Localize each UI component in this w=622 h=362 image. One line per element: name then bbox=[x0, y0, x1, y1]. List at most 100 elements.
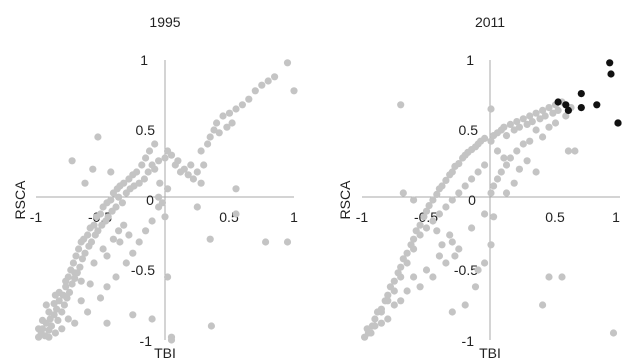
data-point bbox=[532, 168, 540, 176]
data-point bbox=[502, 189, 511, 197]
data-point bbox=[77, 277, 85, 285]
data-point bbox=[371, 315, 379, 323]
data-point bbox=[410, 245, 418, 253]
data-point bbox=[71, 269, 79, 277]
data-point bbox=[120, 179, 128, 187]
data-point bbox=[87, 238, 96, 246]
data-point bbox=[429, 196, 437, 204]
data-point bbox=[264, 77, 272, 85]
data-point bbox=[206, 235, 214, 243]
data-point bbox=[133, 168, 141, 176]
data-point bbox=[155, 157, 163, 165]
data-point bbox=[446, 231, 454, 239]
data-point bbox=[377, 319, 385, 327]
data-point bbox=[474, 168, 482, 176]
data-point bbox=[451, 252, 459, 260]
data-point bbox=[609, 329, 618, 337]
data-point bbox=[155, 193, 163, 201]
data-point bbox=[448, 238, 456, 246]
data-point bbox=[69, 259, 77, 267]
data-point bbox=[120, 221, 128, 229]
data-point bbox=[487, 137, 495, 145]
data-point bbox=[455, 160, 463, 168]
data-point bbox=[519, 115, 527, 123]
data-point bbox=[103, 283, 111, 291]
data-point bbox=[422, 207, 431, 215]
data-point bbox=[532, 109, 540, 117]
x-tick-label: 0.5 bbox=[545, 209, 565, 225]
data-point bbox=[107, 196, 115, 204]
x-axis-label: TBI bbox=[154, 345, 176, 361]
data-point bbox=[164, 185, 172, 193]
data-point bbox=[523, 157, 531, 165]
data-point bbox=[554, 106, 562, 114]
data-point bbox=[72, 252, 80, 260]
data-point bbox=[551, 119, 560, 127]
data-point bbox=[515, 165, 524, 173]
data-point bbox=[429, 273, 437, 281]
data-point bbox=[145, 147, 154, 155]
scatter-points bbox=[361, 59, 622, 341]
data-point bbox=[144, 168, 152, 176]
data-point bbox=[129, 249, 137, 257]
data-point bbox=[442, 176, 450, 184]
data-point bbox=[184, 171, 192, 179]
data-point bbox=[442, 203, 450, 211]
data-point bbox=[187, 161, 195, 169]
data-point bbox=[515, 123, 524, 131]
data-point bbox=[50, 300, 58, 308]
data-point bbox=[262, 238, 270, 246]
data-point bbox=[116, 238, 124, 246]
data-point bbox=[68, 280, 76, 288]
data-point bbox=[140, 175, 148, 183]
data-point bbox=[81, 249, 89, 257]
data-point bbox=[558, 273, 566, 281]
data-point bbox=[112, 273, 120, 281]
data-point bbox=[564, 106, 573, 114]
data-point bbox=[142, 227, 150, 235]
data-point bbox=[614, 119, 622, 127]
data-point bbox=[519, 140, 527, 148]
data-point bbox=[283, 59, 292, 67]
data-point bbox=[215, 129, 223, 137]
data-point bbox=[94, 227, 102, 235]
data-point bbox=[455, 245, 463, 253]
data-point bbox=[197, 147, 205, 155]
data-point bbox=[238, 101, 246, 109]
data-point bbox=[193, 203, 201, 211]
scatter-points bbox=[35, 59, 298, 344]
data-point bbox=[607, 70, 615, 78]
data-point bbox=[468, 175, 476, 183]
data-point bbox=[481, 134, 489, 142]
data-point bbox=[65, 288, 74, 296]
data-point bbox=[410, 235, 418, 243]
data-point bbox=[71, 319, 79, 327]
data-point bbox=[122, 259, 130, 267]
data-point bbox=[225, 109, 234, 117]
data-point bbox=[487, 105, 495, 113]
data-point bbox=[174, 157, 182, 165]
data-point bbox=[138, 161, 146, 169]
data-point bbox=[526, 137, 534, 145]
data-point bbox=[90, 259, 98, 267]
y-tick-label: 1 bbox=[140, 52, 148, 68]
data-point bbox=[433, 227, 441, 235]
data-point bbox=[89, 165, 97, 173]
data-point bbox=[219, 112, 227, 120]
data-point bbox=[125, 231, 133, 239]
data-point bbox=[429, 217, 437, 225]
data-point bbox=[390, 287, 398, 295]
data-point bbox=[493, 147, 502, 155]
data-point bbox=[502, 161, 511, 169]
x-tick-label: 1 bbox=[290, 209, 298, 225]
data-point bbox=[118, 199, 126, 207]
data-point bbox=[167, 151, 176, 159]
data-point bbox=[148, 315, 156, 323]
data-point bbox=[490, 182, 498, 190]
data-point bbox=[62, 277, 70, 285]
x-tick-label: -1 bbox=[356, 209, 369, 225]
y-tick-label: -1 bbox=[140, 333, 153, 349]
data-point bbox=[62, 283, 70, 291]
data-point bbox=[77, 297, 85, 305]
data-point bbox=[213, 119, 221, 127]
